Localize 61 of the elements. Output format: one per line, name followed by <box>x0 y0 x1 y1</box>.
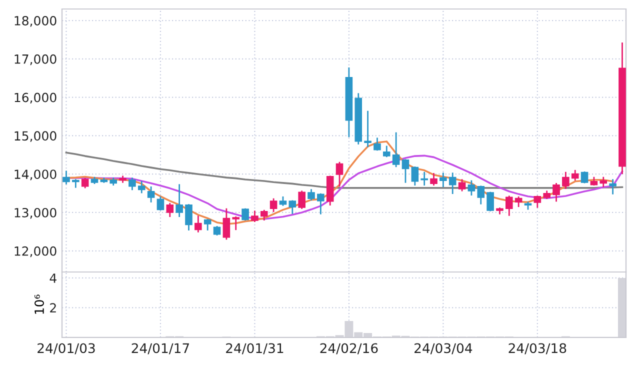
y-tick-label: 18,000 <box>14 16 56 27</box>
y-tick-label: 4 <box>50 274 56 283</box>
candlestick <box>392 132 400 168</box>
candlestick <box>382 146 390 158</box>
candlestick <box>176 184 183 218</box>
x-tick-label: 24/01/31 <box>226 343 284 354</box>
candlestick <box>128 178 136 190</box>
candlestick <box>448 172 456 194</box>
y-axis-title: 10⁶ <box>34 294 44 314</box>
candlestick <box>270 198 278 212</box>
y-tick-label: 15,000 <box>14 131 56 142</box>
y-tick-label: 16,000 <box>14 92 56 104</box>
candlestick <box>62 170 70 184</box>
candlestick <box>609 179 616 194</box>
y-tick-label: 12,000 <box>14 246 56 258</box>
candlestick <box>374 138 381 151</box>
candlestick <box>317 193 324 214</box>
candlestick <box>486 192 494 212</box>
candlestick <box>336 162 344 187</box>
candlestick <box>166 202 174 218</box>
candlestick <box>156 196 164 210</box>
candlestick <box>204 219 212 230</box>
x-tick-label: 24/02/16 <box>320 343 378 354</box>
y-tick-label: 14,000 <box>14 170 56 180</box>
x-tick-label: 24/03/04 <box>414 343 472 354</box>
candlestick <box>222 208 230 240</box>
candlestick <box>232 216 240 230</box>
candlestick <box>251 210 258 222</box>
candlestick <box>308 189 315 201</box>
candlestick <box>364 110 372 148</box>
candlestick <box>430 173 438 186</box>
candlestick <box>458 179 466 192</box>
candlestick <box>185 204 192 230</box>
candlestick <box>477 186 485 204</box>
candlestick <box>138 181 146 194</box>
x-tick-label: 24/01/03 <box>38 343 95 354</box>
x-tick-label: 24/03/18 <box>508 343 566 354</box>
y-tick-label: 2 <box>50 303 56 312</box>
candlestick <box>288 200 296 214</box>
candlestick <box>468 180 476 196</box>
y-tick-label: 13,000 <box>14 208 56 219</box>
y-tick-label: 17,000 <box>14 54 56 66</box>
candlestick <box>147 186 155 202</box>
candlestick <box>496 208 504 214</box>
candlestick <box>552 183 560 202</box>
candlestick <box>580 171 588 184</box>
candlestick <box>242 208 249 220</box>
candlestick <box>194 216 202 232</box>
candlestick <box>514 196 522 208</box>
candlestick <box>506 196 513 216</box>
candlestick <box>571 170 579 181</box>
candlestick <box>440 172 447 188</box>
candlestick <box>402 159 410 183</box>
candlestick <box>260 210 268 220</box>
candlestick <box>411 166 419 186</box>
candlestick <box>562 172 570 189</box>
candlestick <box>119 176 126 183</box>
candlestick <box>72 179 80 188</box>
x-tick-label: 24/01/17 <box>132 343 189 354</box>
candlestick <box>534 196 542 208</box>
candlestick <box>298 190 306 209</box>
